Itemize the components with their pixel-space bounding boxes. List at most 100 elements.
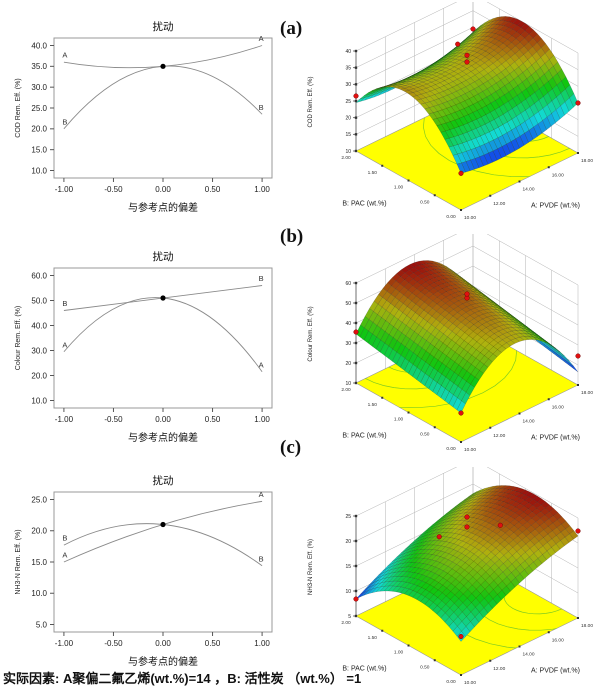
svg-text:20.0: 20.0	[31, 371, 47, 380]
svg-text:40: 40	[345, 321, 351, 327]
svg-text:A: A	[62, 340, 67, 349]
svg-text:40.0: 40.0	[31, 321, 47, 330]
svg-text:35.0: 35.0	[31, 62, 47, 71]
svg-text:0.00: 0.00	[446, 446, 456, 452]
svg-text:B: PAC (wt.%): B: PAC (wt.%)	[342, 433, 386, 440]
panel-label-b: (b)	[280, 226, 304, 247]
svg-text:B: B	[62, 299, 67, 308]
svg-text:NH3-N Rem. Eff. (%): NH3-N Rem. Eff. (%)	[308, 539, 314, 595]
svg-text:10.00: 10.00	[464, 215, 476, 221]
svg-text:A: A	[259, 490, 264, 499]
svg-text:14.00: 14.00	[522, 652, 534, 658]
svg-text:15.0: 15.0	[31, 145, 47, 154]
svg-text:扰动: 扰动	[153, 474, 174, 487]
svg-text:2.00: 2.00	[341, 155, 351, 161]
svg-text:0.50: 0.50	[420, 431, 430, 437]
svg-text:0.50: 0.50	[205, 639, 221, 648]
svg-text:1.00: 1.00	[254, 185, 270, 194]
svg-text:25.0: 25.0	[31, 104, 47, 113]
svg-text:25: 25	[345, 514, 351, 520]
svg-text:A: A	[259, 360, 264, 369]
svg-text:12.00: 12.00	[493, 433, 505, 439]
svg-text:COD Rem. Eff. (%): COD Rem. Eff. (%)	[308, 77, 314, 128]
svg-text:20: 20	[345, 115, 351, 121]
svg-text:20: 20	[345, 361, 351, 367]
svg-text:10.00: 10.00	[464, 680, 476, 686]
svg-text:扰动: 扰动	[153, 20, 174, 33]
svg-text:-1.00: -1.00	[55, 639, 74, 648]
perturbation-chart-cod: 10.0 15.0 20.0 25.0 30.0 35.0 40.0 -1.00 -0.50 0.…	[15, 20, 273, 214]
svg-text:20: 20	[345, 539, 351, 545]
svg-text:30: 30	[345, 341, 351, 347]
svg-text:-0.50: -0.50	[104, 415, 123, 424]
svg-text:10: 10	[345, 589, 351, 595]
svg-text:50.0: 50.0	[31, 296, 47, 305]
svg-text:0.00: 0.00	[446, 679, 456, 685]
svg-text:1.00: 1.00	[394, 650, 404, 656]
svg-text:B: B	[259, 103, 264, 112]
svg-text:2.00: 2.00	[341, 387, 351, 393]
svg-text:14.00: 14.00	[522, 419, 534, 425]
svg-text:12.00: 12.00	[493, 666, 505, 672]
svg-text:35: 35	[345, 65, 351, 71]
svg-text:40: 40	[345, 49, 351, 55]
svg-text:18.00: 18.00	[581, 390, 593, 396]
svg-text:30.0: 30.0	[31, 346, 47, 355]
svg-text:10.0: 10.0	[31, 396, 47, 405]
svg-text:15: 15	[345, 564, 351, 570]
svg-text:15.0: 15.0	[31, 558, 47, 567]
svg-text:10: 10	[345, 381, 351, 387]
svg-text:18.00: 18.00	[581, 623, 593, 629]
svg-text:40.0: 40.0	[31, 41, 47, 50]
svg-text:10.00: 10.00	[464, 447, 476, 453]
svg-text:20.0: 20.0	[31, 125, 47, 134]
svg-text:16.00: 16.00	[552, 637, 564, 643]
surface-chart-nh3n: 5 10 15 20 25 10.00 12.00 14.00 16.00 18.00 0.00 0.…	[308, 467, 593, 686]
svg-text:Colour Rem. Eff. (%): Colour Rem. Eff. (%)	[308, 306, 314, 361]
svg-text:NH3-N Rem. Eff. (%): NH3-N Rem. Eff. (%)	[15, 529, 22, 594]
svg-text:与参考点的偏差: 与参考点的偏差	[128, 431, 198, 444]
svg-text:12.00: 12.00	[493, 201, 505, 207]
svg-text:0.00: 0.00	[155, 185, 171, 194]
svg-text:60.0: 60.0	[31, 271, 47, 280]
svg-text:与参考点的偏差: 与参考点的偏差	[128, 201, 198, 214]
svg-text:60: 60	[345, 281, 351, 287]
svg-text:B: B	[62, 117, 67, 126]
svg-text:A: A	[62, 551, 67, 560]
svg-text:B: B	[259, 274, 264, 283]
svg-text:18.00: 18.00	[581, 158, 593, 164]
svg-text:0.50: 0.50	[420, 664, 430, 670]
svg-text:A: PVDF (wt.%): A: PVDF (wt.%)	[531, 203, 580, 210]
svg-text:1.00: 1.00	[254, 639, 270, 648]
svg-text:B: B	[259, 554, 264, 563]
svg-text:B: PAC (wt.%): B: PAC (wt.%)	[342, 666, 386, 673]
panel-label-c: (c)	[280, 437, 302, 458]
surface-chart-cod: 10 15 20 25 30 35 40 10.00 12.00 14.00 16.00 18.00 0…	[308, 2, 593, 221]
svg-text:16.00: 16.00	[552, 172, 564, 178]
svg-text:0.50: 0.50	[420, 199, 430, 205]
svg-text:1.50: 1.50	[368, 402, 378, 408]
svg-text:5: 5	[348, 614, 351, 620]
surface-chart-colour: 10 20 30 40 50 60 10.00 12.00 14.00 16.00 18.00 0.0…	[308, 234, 593, 453]
svg-text:1.00: 1.00	[394, 185, 404, 191]
perturbation-chart-colour: 10.0 20.0 30.0 40.0 50.0 60.0 -1.00 -0.50 0.00 0.…	[15, 250, 273, 444]
svg-text:-1.00: -1.00	[55, 185, 74, 194]
svg-text:50: 50	[345, 301, 351, 307]
svg-text:14.00: 14.00	[522, 187, 534, 193]
svg-text:5.0: 5.0	[36, 620, 48, 629]
svg-text:1.00: 1.00	[394, 417, 404, 423]
svg-text:15: 15	[345, 132, 351, 138]
svg-text:0.00: 0.00	[446, 214, 456, 220]
svg-text:COD Rem. Eff. (%): COD Rem. Eff. (%)	[15, 78, 22, 137]
svg-text:B: PAC (wt.%): B: PAC (wt.%)	[342, 201, 386, 208]
svg-text:A: PVDF (wt.%): A: PVDF (wt.%)	[531, 668, 580, 675]
svg-text:与参考点的偏差: 与参考点的偏差	[128, 655, 198, 668]
actual-factors-caption: 实际因素: A聚偏二氟乙烯(wt.%)=14 ，B: 活性炭 （wt.%） =1	[3, 671, 362, 686]
svg-text:1.00: 1.00	[254, 415, 270, 424]
svg-text:0.50: 0.50	[205, 185, 221, 194]
svg-text:B: B	[62, 534, 67, 543]
svg-text:A: PVDF (wt.%): A: PVDF (wt.%)	[531, 435, 580, 442]
svg-text:10: 10	[345, 149, 351, 155]
perturbation-chart-nh3n: 5.0 10.0 15.0 20.0 25.0 -1.00 -0.50 0.00 0.50 1.0…	[15, 474, 273, 668]
svg-text:30: 30	[345, 82, 351, 88]
